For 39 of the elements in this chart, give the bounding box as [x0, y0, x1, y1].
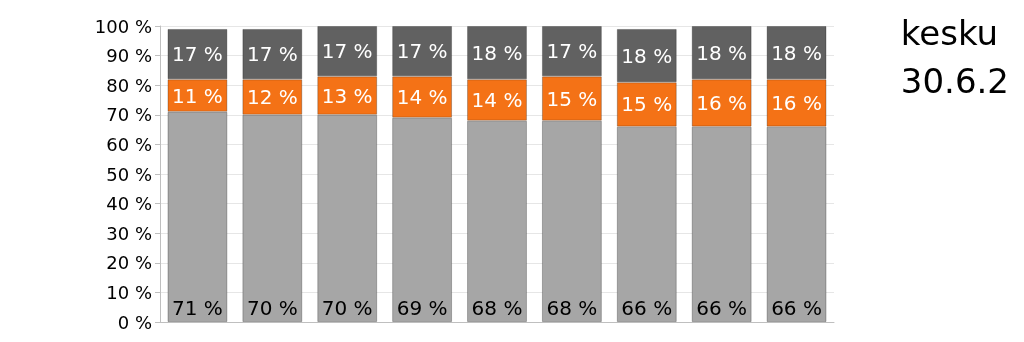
data-label: 17 % [396, 39, 448, 64]
data-label: 17 % [246, 42, 298, 67]
y-tick-label: 0 % [117, 311, 152, 333]
data-label: 69 % [396, 296, 448, 320]
data-label: 66 % [621, 296, 673, 320]
data-label: 70 % [246, 296, 298, 320]
y-tick-label: 30 % [106, 222, 152, 244]
data-label: 11 % [172, 83, 223, 108]
y-tick-label: 10 % [106, 281, 152, 303]
y-tick-label: 20 % [106, 252, 152, 274]
data-label: 66 % [771, 296, 822, 320]
data-label: 13 % [321, 83, 373, 108]
data-label: 18 % [621, 43, 673, 68]
y-tick-label: 70 % [106, 104, 152, 126]
text: kesku 30.6.2 [900, 13, 1010, 101]
data-label: 17 % [546, 39, 598, 64]
data-label: 70 % [321, 296, 373, 320]
data-label: 16 % [771, 90, 822, 115]
data-label: 14 % [471, 88, 523, 112]
data-label: 66 % [696, 296, 748, 320]
data-label: 18 % [696, 40, 748, 65]
y-tick-label: 40 % [106, 193, 152, 215]
y-tick-label: 100 % [94, 15, 152, 37]
data-label: 15 % [546, 86, 598, 111]
data-label: 14 % [396, 85, 448, 110]
data-label: 16 % [696, 90, 748, 115]
y-tick-label: 90 % [106, 45, 152, 67]
y-tick-label: 80 % [106, 74, 152, 96]
data-label: 12 % [246, 85, 298, 110]
data-label: 71 % [172, 296, 223, 320]
data-label: 17 % [172, 42, 223, 67]
y-tick-label: 50 % [106, 163, 152, 185]
data-label: 18 % [771, 40, 822, 65]
data-label: 17 % [321, 39, 373, 64]
data-label: 15 % [621, 92, 673, 117]
data-label: 68 % [546, 296, 598, 320]
data-label: 18 % [471, 40, 523, 65]
y-tick-label: 60 % [106, 133, 152, 155]
data-label: 68 % [471, 296, 523, 320]
